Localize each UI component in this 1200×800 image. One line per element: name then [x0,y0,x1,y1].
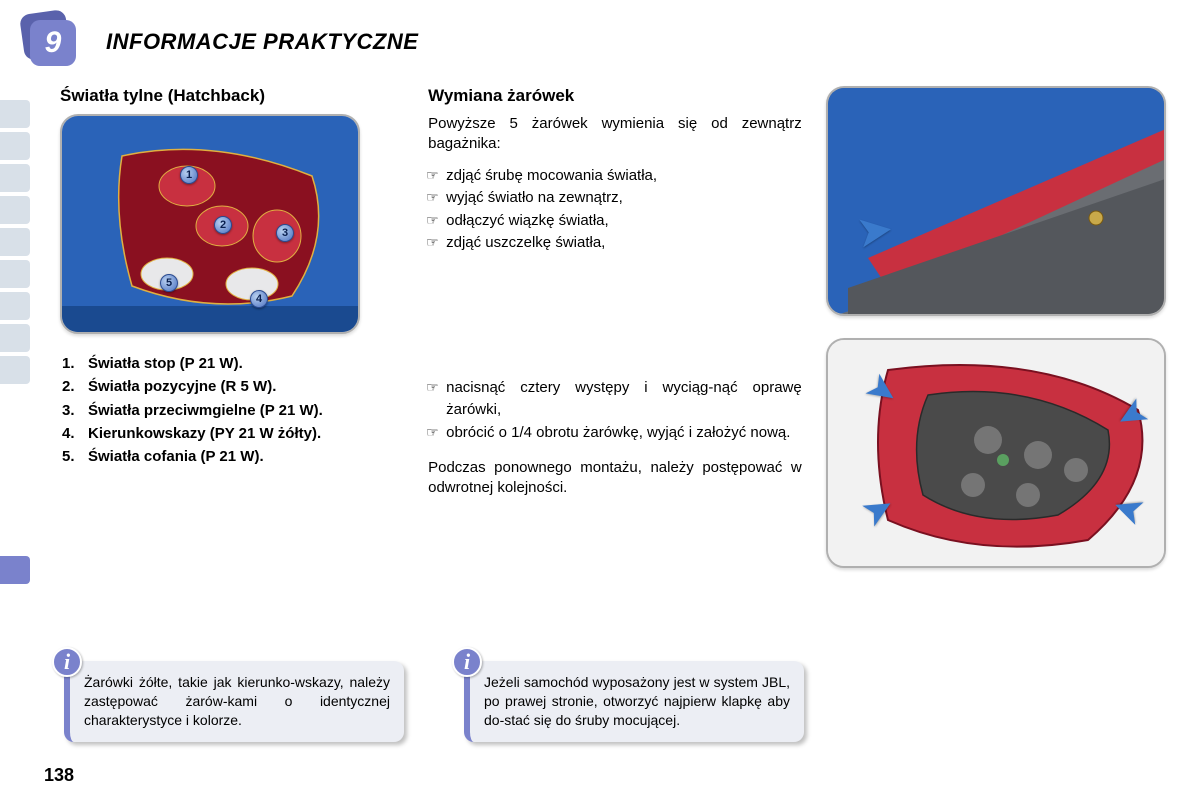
thumb-index-tabs [0,100,30,388]
info-icon: i [452,647,482,677]
badge-front-square: 9 [30,20,76,66]
info-text: Jeżeli samochód wyposażony jest w system… [484,674,790,728]
closing-text: Podczas ponownego montażu, należy postęp… [428,458,802,499]
section-number-badge: 9 [22,12,82,72]
page-header: 9 INFORMACJE PRAKTYCZNE [0,0,1200,72]
callout-marker: 1 [180,166,198,184]
callout-marker: 5 [160,274,178,292]
callout-marker: 4 [250,290,268,308]
manual-page: 9 INFORMACJE PRAKTYCZNE Światła tylne (H… [0,0,1200,800]
callout-marker: 3 [276,224,294,242]
step-item: nacisnąć cztery występy i wyciąg-nąć opr… [446,377,802,422]
legend-item: Kierunkowskazy (PY 21 W żółty). [88,422,404,445]
section-number: 9 [45,26,62,60]
callout-marker: 2 [214,216,232,234]
step-item: wyjąć światło na zewnątrz, [446,187,802,210]
step-item: obrócić o 1/4 obrotu żarówkę, wyjąć i za… [446,422,802,445]
page-number: 138 [44,765,74,786]
content-columns: Światła tylne (Hatchback) 1 2 3 4 5 [0,72,1200,568]
info-box-jbl: i Jeżeli samochód wyposażony jest w syst… [464,661,804,742]
thumb-index-tabs-lower [0,556,30,588]
thumb-tab [0,292,30,320]
thumb-tab [0,228,30,256]
thumb-tab [0,100,30,128]
figure-tail-light-labels: 1 2 3 4 5 [60,114,360,334]
legend-item: Światła pozycyjne (R 5 W). [88,375,404,398]
arrow-icon: ➤ [855,206,895,256]
thumb-tab-active [0,556,30,584]
column-left: Światła tylne (Hatchback) 1 2 3 4 5 [60,86,404,568]
steps-list-b: nacisnąć cztery występy i wyciąg-nąć opr… [428,377,802,445]
thumb-tab [0,164,30,192]
remove-screw-illustration [828,88,1166,316]
legend-item: Światła przeciwmgielne (P 21 W). [88,399,404,422]
bulb-change-heading: Wymiana żarówek [428,86,802,106]
figure-remove-screw: ➤ [826,86,1166,316]
thumb-tab [0,260,30,288]
step-item: zdjąć uszczelkę światła, [446,232,802,255]
legend-item: Światła cofania (P 21 W). [88,445,404,468]
info-text: Żarówki żółte, takie jak kierunko-wskazy… [84,674,390,728]
tail-light-illustration [62,116,360,334]
step-item: zdjąć śrubę mocowania światła, [446,165,802,188]
info-icon-label: i [64,647,70,677]
rear-lights-heading: Światła tylne (Hatchback) [60,86,404,106]
section-title: INFORMACJE PRAKTYCZNE [106,29,418,55]
thumb-tab [0,196,30,224]
info-icon: i [52,647,82,677]
info-icon-label: i [464,647,470,677]
legend-item: Światła stop (P 21 W). [88,352,404,375]
thumb-tab [0,356,30,384]
intro-text: Powyższe 5 żarówek wymienia się od zewną… [428,114,802,155]
info-box-yellow-bulbs: i Żarówki żółte, takie jak kierunko-wska… [64,661,404,742]
step-item: odłączyć wiązkę światła, [446,210,802,233]
column-right: ➤ ➤ ➤ [826,86,1160,568]
info-boxes-row: i Żarówki żółte, takie jak kierunko-wska… [64,661,804,742]
thumb-tab [0,324,30,352]
steps-list-a: zdjąć śrubę mocowania światła, wyjąć świ… [428,165,802,255]
figure-bulb-holder: ➤ ➤ ➤ ➤ [826,338,1166,568]
thumb-tab [0,132,30,160]
column-middle: Wymiana żarówek Powyższe 5 żarówek wymie… [428,86,802,568]
bulb-legend-list: Światła stop (P 21 W). Światła pozycyjne… [60,352,404,468]
